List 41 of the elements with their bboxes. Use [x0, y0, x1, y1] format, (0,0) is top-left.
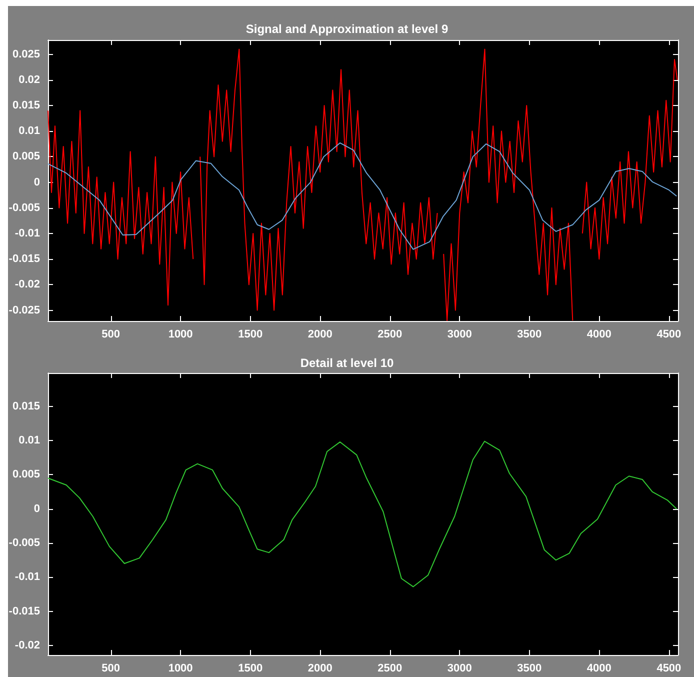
- y-tick-label: -0.01: [14, 571, 40, 584]
- x-tick-label: 4000: [586, 662, 612, 674]
- x-tick-label: 2000: [308, 328, 332, 340]
- x-tick-label: 3500: [517, 328, 542, 340]
- x-tick-label: 4000: [586, 328, 612, 340]
- y-tick-label: 0.005: [12, 468, 40, 481]
- chart-title: Detail at level 10: [300, 356, 394, 370]
- y-tick-label: -0.005: [8, 202, 40, 214]
- x-tick-label: 500: [102, 328, 120, 340]
- x-tick-label: 1500: [238, 662, 263, 674]
- x-tick-label: 3000: [447, 662, 472, 674]
- y-tick-label: 0.02: [18, 74, 40, 86]
- x-tick-label: 2500: [378, 662, 402, 674]
- x-tick-label: 2500: [378, 328, 402, 340]
- x-tick-label: 4500: [656, 662, 682, 674]
- y-tick-label: 0.01: [18, 125, 40, 138]
- y-tick-label: -0.02: [14, 639, 40, 652]
- y-tick-label: -0.025: [8, 304, 40, 316]
- y-tick-label: 0.01: [18, 434, 40, 447]
- x-tick-label: 1500: [238, 328, 263, 340]
- x-tick-label: 1000: [168, 662, 193, 674]
- x-tick-label: 3500: [517, 662, 542, 674]
- y-tick-label: 0: [34, 502, 40, 515]
- y-tick-label: 0.005: [12, 150, 40, 163]
- x-tick-label: 4500: [656, 328, 682, 340]
- x-tick-label: 500: [102, 662, 120, 674]
- y-tick-label: 0.015: [12, 400, 40, 412]
- y-tick-label: -0.01: [14, 227, 40, 240]
- y-tick-label: 0.025: [12, 48, 40, 60]
- y-tick-label: 0: [34, 176, 40, 188]
- x-tick-label: 1000: [168, 328, 193, 340]
- line-series: [48, 440, 678, 588]
- y-tick-label: -0.02: [14, 278, 40, 291]
- x-tick-label: 2000: [308, 662, 332, 674]
- y-tick-label: -0.005: [8, 537, 40, 550]
- y-tick-label: 0.015: [12, 100, 40, 112]
- x-tick-label: 3000: [447, 328, 472, 340]
- line-series: [48, 142, 678, 250]
- chart-title: Signal and Approximation at level 9: [246, 22, 448, 36]
- y-tick-label: -0.015: [8, 253, 40, 266]
- y-tick-label: -0.015: [8, 605, 40, 618]
